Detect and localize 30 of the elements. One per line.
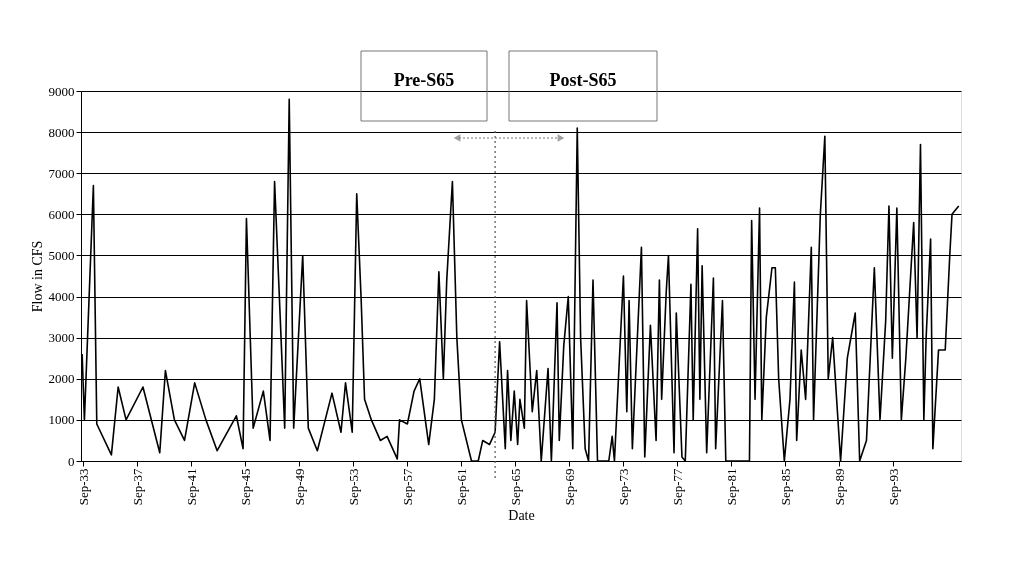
x-tick-label: Sep-49 bbox=[291, 468, 307, 506]
x-tick-label: Sep-45 bbox=[237, 468, 253, 506]
y-tick-label: 3000 bbox=[48, 330, 75, 346]
x-tick-label: Sep-89 bbox=[831, 468, 847, 506]
text: Pre-S65 bbox=[393, 70, 455, 90]
y-tick-label: 4000 bbox=[48, 289, 75, 305]
x-tick-label: Sep-73 bbox=[615, 468, 631, 506]
y-tick-label: 7000 bbox=[48, 165, 75, 181]
x-tick-label: Sep-57 bbox=[399, 468, 415, 506]
x-tick-label: Sep-53 bbox=[345, 468, 361, 506]
y-tick-label: 1000 bbox=[48, 412, 75, 428]
x-tick-label: Sep-77 bbox=[669, 468, 685, 506]
x-tick-label: Sep-85 bbox=[777, 468, 793, 506]
y-tick-label: 0 bbox=[68, 453, 75, 469]
y-tick-label: 9000 bbox=[48, 83, 75, 99]
y-tick-label: 2000 bbox=[48, 371, 75, 387]
x-axis-title: Date bbox=[508, 508, 535, 524]
x-tick-label: Sep-65 bbox=[507, 468, 523, 506]
text: Post-S65 bbox=[549, 70, 617, 90]
x-tick-label: Sep-41 bbox=[183, 468, 199, 506]
x-tick-label: Sep-33 bbox=[75, 468, 91, 506]
y-tick-label: 8000 bbox=[48, 124, 75, 140]
x-tick-label: Sep-93 bbox=[885, 468, 901, 506]
y-axis-title: Flow in CFS bbox=[29, 240, 45, 313]
x-tick-label: Sep-69 bbox=[561, 468, 577, 506]
y-tick-label: 6000 bbox=[48, 206, 75, 222]
x-tick-label: Sep-61 bbox=[453, 468, 469, 506]
x-tick-label: Sep-37 bbox=[129, 468, 145, 506]
x-tick-label: Sep-81 bbox=[723, 468, 739, 506]
y-tick-label: 5000 bbox=[48, 247, 75, 263]
